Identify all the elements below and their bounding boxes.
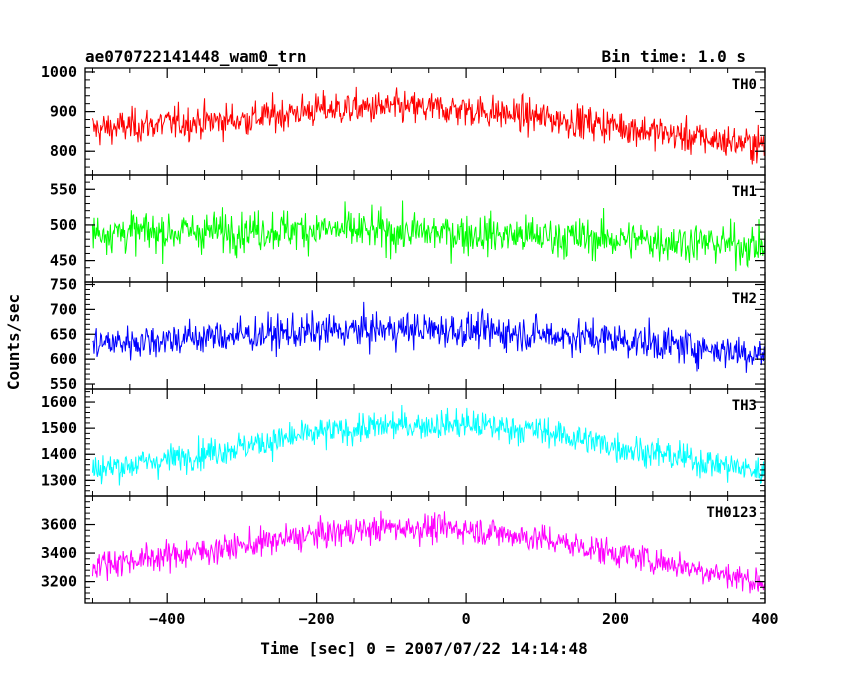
series-line-th1 <box>91 200 765 272</box>
y-axis-label: Counts/sec <box>4 294 23 390</box>
y-tick-label: 900 <box>50 103 77 121</box>
y-tick-label: 650 <box>50 325 77 343</box>
bin-time-label: Bin time: 1.0 s <box>602 47 747 66</box>
panels-group: 800 900 1000 TH0 450 500 550 TH1 550 600 650 700 750… <box>41 63 766 604</box>
x-tick-label: 400 <box>751 610 778 628</box>
chart-title: ae070722141448_wam0_trn <box>85 47 307 66</box>
y-tick-label: 550 <box>50 180 77 198</box>
x-tick-label: 0 <box>462 610 471 628</box>
panel-label-th2: TH2 <box>732 291 757 307</box>
y-tick-label: 600 <box>50 350 77 368</box>
panel-frame <box>84 388 766 497</box>
y-tick-label: 3600 <box>41 516 77 534</box>
panel-th3: 1300 1400 1500 1600 TH3 <box>41 388 766 497</box>
y-tick-label: 450 <box>50 252 77 270</box>
y-tick-label: 1000 <box>41 63 77 81</box>
y-tick-label: 3200 <box>41 573 77 591</box>
panel-label-th0: TH0 <box>732 77 757 93</box>
y-tick-label: 800 <box>50 142 77 160</box>
y-tick-label: 1600 <box>41 393 77 411</box>
x-axis-label: Time [sec] 0 = 2007/07/22 14:14:48 <box>260 639 588 658</box>
y-tick-label: 1500 <box>41 419 77 437</box>
x-tick-label: −200 <box>299 610 335 628</box>
panel-frame <box>84 495 766 604</box>
x-axis: −400 −200 0 200 400 <box>149 610 778 628</box>
panel-label-th1: TH1 <box>732 184 757 200</box>
panel-label-th0123: TH0123 <box>706 505 757 521</box>
y-tick-label: 3400 <box>41 544 77 562</box>
y-tick-label: 550 <box>50 375 77 393</box>
panel-th1: 450 500 550 TH1 <box>50 174 766 283</box>
panel-th0123: 3200 3400 3600 TH0123 <box>41 495 766 604</box>
series-line-th2 <box>92 301 765 373</box>
panel-frame <box>84 67 766 176</box>
x-tick-label: −400 <box>149 610 185 628</box>
panel-th0: 800 900 1000 TH0 <box>41 63 766 176</box>
y-tick-label: 1400 <box>41 445 77 463</box>
x-tick-label: 200 <box>602 610 629 628</box>
y-tick-label: 1300 <box>41 471 77 489</box>
y-tick-label: 500 <box>50 216 77 234</box>
panel-label-th3: TH3 <box>732 398 757 414</box>
series-line-th3 <box>91 405 765 486</box>
y-tick-label: 700 <box>50 300 77 318</box>
y-tick-label: 750 <box>50 275 77 293</box>
panel-th2: 550 600 650 700 750 TH2 <box>50 275 766 393</box>
panel-frame <box>84 281 766 390</box>
series-line-th0123 <box>91 510 765 594</box>
series-line-th0 <box>91 86 765 165</box>
